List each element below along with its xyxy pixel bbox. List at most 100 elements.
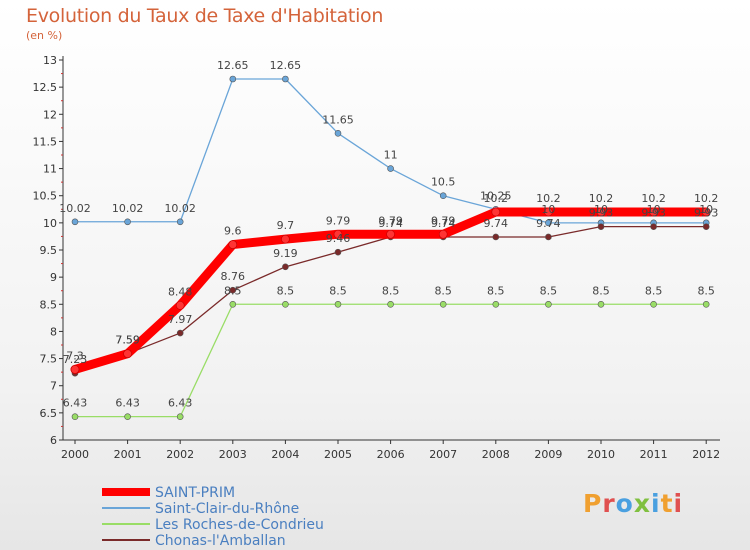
- data-label: 8.5: [382, 284, 400, 297]
- data-point: [70, 365, 80, 374]
- data-label: 8.5: [434, 284, 452, 297]
- legend-label: Les Roches-de-Condrieu: [155, 517, 324, 533]
- y-tick-label: 8.5: [40, 298, 58, 311]
- data-label: 9.79: [326, 214, 351, 227]
- data-point: [282, 263, 289, 271]
- data-point: [492, 233, 500, 241]
- data-point: [282, 300, 289, 308]
- series-layer: [70, 75, 711, 420]
- data-point: [545, 219, 552, 227]
- data-label: 11: [384, 149, 398, 162]
- legend-label: Saint-Clair-du-Rhône: [155, 501, 299, 517]
- logo-letter: P: [583, 489, 603, 518]
- data-point: [229, 286, 237, 294]
- y-tick-label: 12.5: [33, 81, 58, 94]
- data-label: 9.79: [431, 214, 456, 227]
- data-point: [387, 165, 394, 172]
- data-label: 7.3: [66, 349, 84, 362]
- x-tick-label: 2008: [482, 448, 510, 461]
- data-label: 10.2: [536, 192, 561, 205]
- data-point: [387, 300, 394, 308]
- data-label: 9.74: [536, 217, 561, 230]
- data-point: [650, 300, 657, 308]
- y-tick-label: 12: [43, 108, 57, 121]
- logo-letter: r: [602, 489, 616, 518]
- x-tick-label: 2000: [61, 448, 89, 461]
- y-tick-label: 11: [43, 163, 57, 176]
- data-label: 10: [699, 203, 713, 216]
- y-tick-label: 11.5: [33, 135, 58, 148]
- data-point: [229, 300, 237, 308]
- x-tick-label: 2012: [692, 448, 720, 461]
- y-tick-label: 9: [50, 271, 57, 284]
- data-point: [597, 300, 605, 308]
- data-label: 9.6: [224, 225, 242, 238]
- data-point: [124, 218, 131, 226]
- logo-letter: o: [615, 489, 634, 518]
- data-label: 10: [647, 203, 661, 216]
- data-point: [438, 229, 448, 239]
- data-label: 6.43: [115, 397, 140, 410]
- data-label: 11.65: [322, 113, 354, 126]
- data-label: 8.5: [329, 284, 347, 297]
- logo-letter: i: [651, 489, 661, 518]
- data-label: 10.2: [641, 192, 666, 205]
- data-label: 8.5: [645, 284, 663, 297]
- y-tick-label: 7: [50, 380, 57, 393]
- data-point: [176, 218, 184, 226]
- data-label: 8.76: [221, 270, 246, 283]
- data-point: [650, 223, 657, 230]
- data-label: 8.5: [697, 284, 715, 297]
- x-tick-label: 2009: [534, 448, 562, 461]
- y-tick-label: 10: [43, 217, 57, 230]
- data-point: [333, 229, 343, 239]
- series-line-3: [74, 226, 707, 374]
- data-label: 8.5: [540, 284, 558, 297]
- y-tick-label: 7.5: [40, 353, 58, 366]
- data-point: [702, 300, 710, 308]
- data-point: [334, 300, 342, 308]
- chart-subtitle: (en %): [26, 29, 63, 42]
- y-tick-label: 6: [50, 434, 57, 447]
- data-label: 8.48: [168, 285, 193, 298]
- data-label: 10.5: [431, 176, 456, 189]
- data-point: [545, 233, 552, 241]
- data-point: [281, 234, 290, 244]
- data-label: 9.19: [273, 247, 298, 260]
- x-tick-label: 2004: [271, 448, 299, 461]
- logo-letter: t: [660, 489, 674, 518]
- data-label: 9.93: [589, 207, 614, 220]
- x-tick-label: 2007: [429, 448, 457, 461]
- data-point: [439, 300, 447, 308]
- x-tick-label: 2002: [166, 448, 194, 461]
- x-tick-label: 2001: [114, 448, 142, 461]
- data-point: [334, 248, 342, 256]
- data-point: [492, 300, 500, 308]
- data-point: [439, 192, 447, 200]
- data-label: 10.02: [112, 202, 144, 215]
- data-point: [229, 75, 237, 83]
- data-label: 9.74: [431, 217, 456, 230]
- data-point: [334, 129, 342, 137]
- data-label: 8.5: [277, 284, 295, 297]
- data-label: 8.5: [224, 284, 242, 297]
- chart-title: Evolution du Taux de Taxe d'Habitation: [26, 5, 384, 27]
- proxiti-logo: Proxiti: [583, 489, 683, 518]
- data-point: [544, 207, 553, 217]
- data-label: 9.74: [484, 217, 509, 230]
- data-point: [597, 223, 605, 230]
- data-label: 7.59: [115, 334, 140, 347]
- x-tick-label: 2003: [219, 448, 247, 461]
- y-tick-label: 10.5: [33, 190, 58, 203]
- data-label: 10.02: [164, 202, 196, 215]
- data-point: [386, 229, 395, 239]
- data-point: [491, 207, 501, 217]
- data-point: [124, 413, 131, 420]
- data-point: [702, 223, 710, 230]
- legend-label: Chonas-l'Amballan: [155, 533, 286, 549]
- data-label: 9.7: [277, 219, 295, 232]
- data-point: [176, 329, 184, 337]
- x-tick-label: 2011: [640, 448, 668, 461]
- x-tick-label: 2010: [587, 448, 615, 461]
- data-label: 10: [594, 203, 608, 216]
